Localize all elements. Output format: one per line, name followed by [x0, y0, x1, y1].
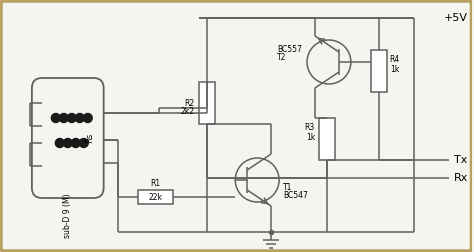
Text: BC557: BC557	[277, 46, 302, 54]
Text: 1k: 1k	[390, 66, 399, 75]
Circle shape	[83, 113, 92, 122]
Circle shape	[71, 139, 80, 147]
Bar	[137, 190, 173, 204]
Text: BC547: BC547	[283, 192, 308, 201]
Bar	[371, 50, 387, 92]
Text: Rs: Rs	[85, 133, 94, 143]
Text: sub-D 9 (M): sub-D 9 (M)	[64, 194, 72, 238]
Bar	[319, 118, 335, 160]
Text: R4: R4	[390, 55, 400, 65]
Text: R3: R3	[305, 123, 315, 133]
Text: 1k: 1k	[306, 134, 315, 142]
Text: +5V: +5V	[444, 13, 467, 23]
Circle shape	[64, 139, 72, 147]
Text: T2: T2	[277, 53, 286, 62]
Circle shape	[79, 139, 88, 147]
Circle shape	[67, 113, 76, 122]
FancyBboxPatch shape	[32, 78, 104, 198]
Text: R1: R1	[150, 179, 161, 188]
Text: R2: R2	[184, 99, 194, 108]
Text: 22k: 22k	[148, 193, 163, 202]
Text: Tx: Tx	[454, 155, 467, 165]
Circle shape	[55, 139, 64, 147]
Bar	[200, 82, 215, 124]
Text: 2k2: 2k2	[181, 107, 194, 115]
Circle shape	[51, 113, 60, 122]
Text: T1: T1	[283, 183, 292, 193]
Circle shape	[59, 113, 68, 122]
Text: Rx: Rx	[454, 173, 468, 183]
Circle shape	[75, 113, 84, 122]
